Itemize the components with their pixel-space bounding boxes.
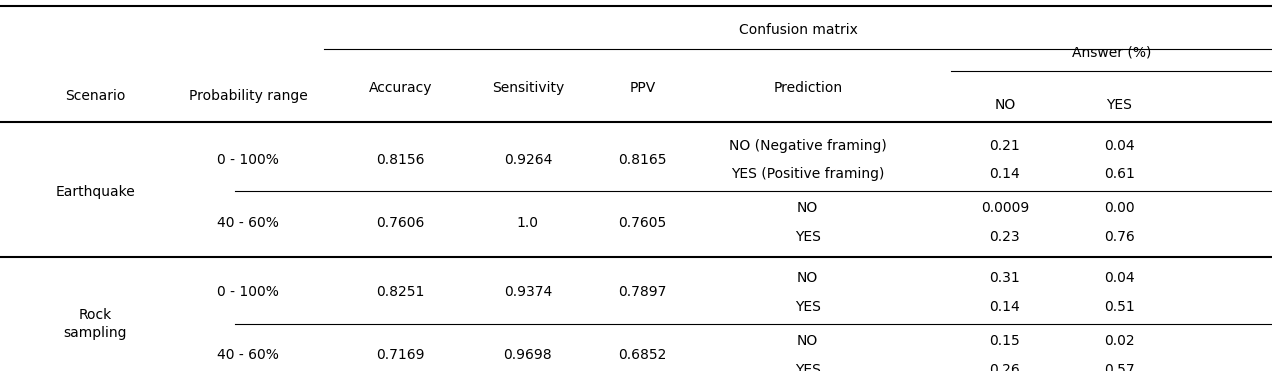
Text: 0.26: 0.26 <box>990 363 1020 371</box>
Text: Probability range: Probability range <box>188 89 308 104</box>
Text: 0.8156: 0.8156 <box>377 153 425 167</box>
Text: 40 - 60%: 40 - 60% <box>218 348 279 362</box>
Text: 0.76: 0.76 <box>1104 230 1135 244</box>
Text: 0.31: 0.31 <box>990 270 1020 285</box>
Text: 0.51: 0.51 <box>1104 300 1135 314</box>
Text: 0.02: 0.02 <box>1104 334 1135 348</box>
Text: NO (Negative framing): NO (Negative framing) <box>729 139 887 153</box>
Text: 0.9698: 0.9698 <box>504 348 552 362</box>
Text: 0.04: 0.04 <box>1104 270 1135 285</box>
Text: 0.14: 0.14 <box>990 167 1020 181</box>
Text: NO: NO <box>995 98 1015 112</box>
Text: 0.04: 0.04 <box>1104 139 1135 153</box>
Text: NO: NO <box>798 201 818 215</box>
Text: Rock
sampling: Rock sampling <box>64 308 127 340</box>
Text: YES: YES <box>795 230 820 244</box>
Text: Accuracy: Accuracy <box>369 81 432 95</box>
Text: 0.9264: 0.9264 <box>504 153 552 167</box>
Text: 0.14: 0.14 <box>990 300 1020 314</box>
Text: 0.7605: 0.7605 <box>618 216 667 230</box>
Text: 0 - 100%: 0 - 100% <box>218 285 279 299</box>
Text: NO: NO <box>798 334 818 348</box>
Text: 0.6852: 0.6852 <box>618 348 667 362</box>
Text: Prediction: Prediction <box>773 81 842 95</box>
Text: 0.7897: 0.7897 <box>618 285 667 299</box>
Text: Answer (%): Answer (%) <box>1072 46 1151 60</box>
Text: 0.00: 0.00 <box>1104 201 1135 215</box>
Text: 0.57: 0.57 <box>1104 363 1135 371</box>
Text: 0.15: 0.15 <box>990 334 1020 348</box>
Text: 0.8165: 0.8165 <box>618 153 667 167</box>
Text: YES: YES <box>795 363 820 371</box>
Text: NO: NO <box>798 270 818 285</box>
Text: Confusion matrix: Confusion matrix <box>739 23 857 37</box>
Text: Earthquake: Earthquake <box>56 185 135 198</box>
Text: 0.61: 0.61 <box>1104 167 1135 181</box>
Text: 0.7169: 0.7169 <box>377 348 425 362</box>
Text: 0.21: 0.21 <box>990 139 1020 153</box>
Text: 0.0009: 0.0009 <box>981 201 1029 215</box>
Text: YES: YES <box>1107 98 1132 112</box>
Text: 0.8251: 0.8251 <box>377 285 425 299</box>
Text: 0 - 100%: 0 - 100% <box>218 153 279 167</box>
Text: PPV: PPV <box>630 81 655 95</box>
Text: YES: YES <box>795 300 820 314</box>
Text: Scenario: Scenario <box>65 89 126 104</box>
Text: 0.7606: 0.7606 <box>377 216 425 230</box>
Text: YES (Positive framing): YES (Positive framing) <box>731 167 884 181</box>
Text: 40 - 60%: 40 - 60% <box>218 216 279 230</box>
Text: 0.9374: 0.9374 <box>504 285 552 299</box>
Text: 0.23: 0.23 <box>990 230 1020 244</box>
Text: Sensitivity: Sensitivity <box>492 81 563 95</box>
Text: 1.0: 1.0 <box>516 216 539 230</box>
